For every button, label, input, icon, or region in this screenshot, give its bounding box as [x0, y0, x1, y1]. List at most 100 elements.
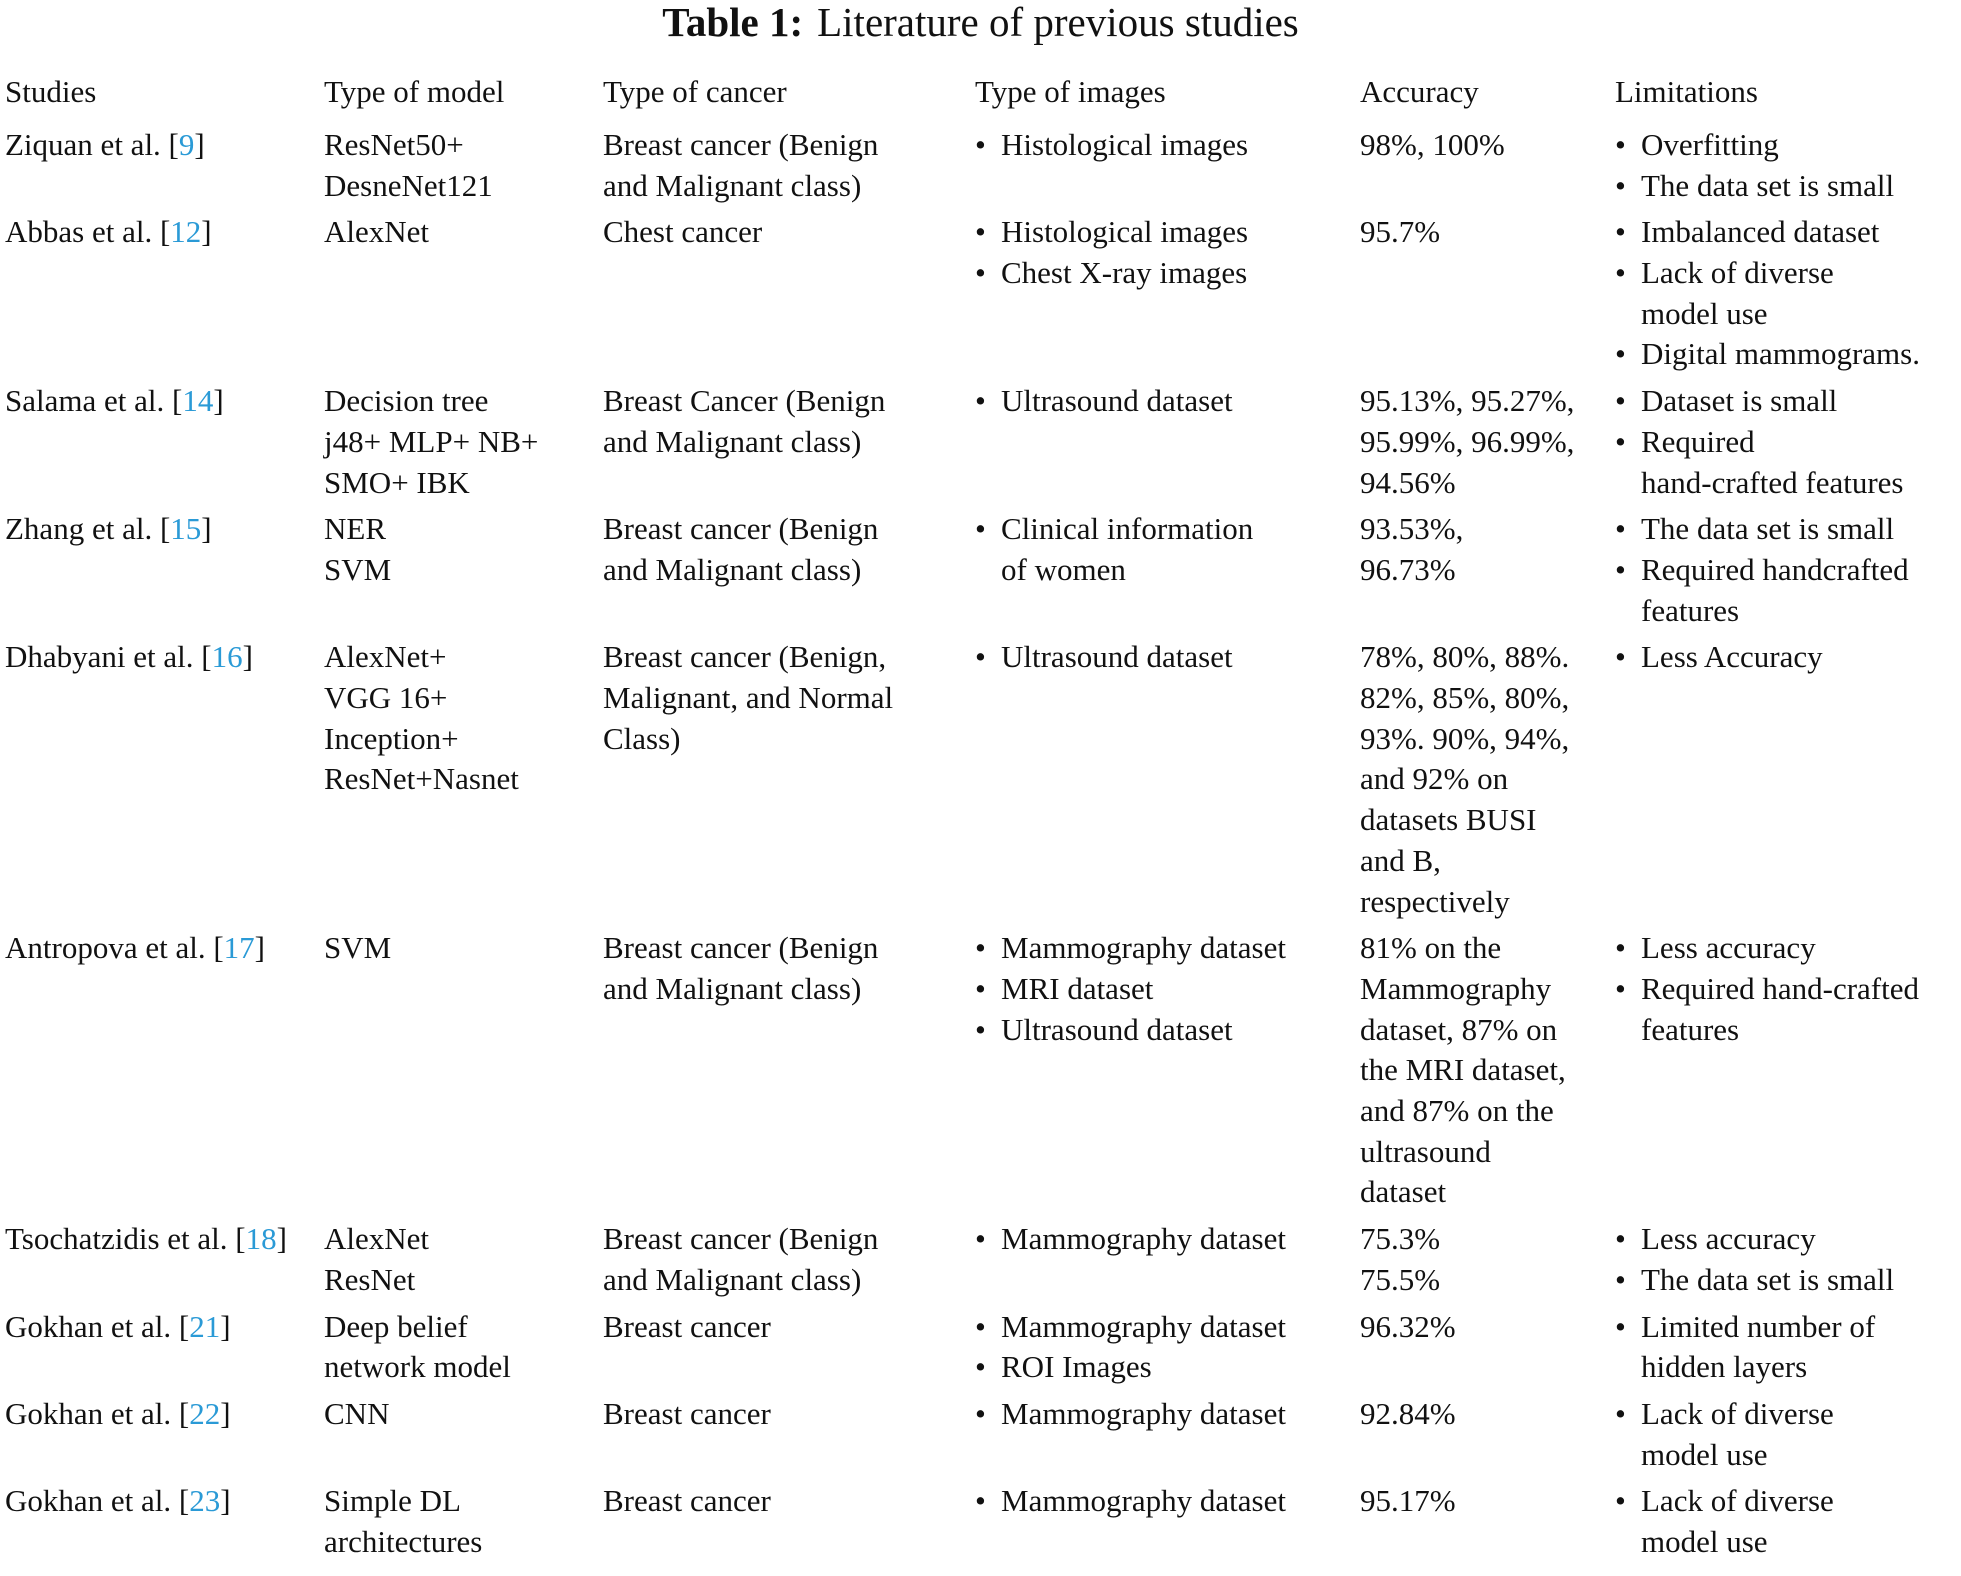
accuracy-line: Mammography [1360, 970, 1552, 1006]
study-name: Ziquan et al. [9] [5, 125, 205, 166]
table-cell: Breast Cancer (Benign and Malignant class… [603, 381, 885, 462]
table-cell: Dataset is smallRequiredhand-crafted fea… [1615, 381, 1903, 503]
table-cell: Breast cancer (Benign and Malignant class… [603, 509, 878, 590]
accuracy-line: and B, [1360, 842, 1441, 878]
study-text: ] [213, 383, 224, 419]
study-name: Dhabyani et al. [16] [5, 637, 253, 678]
accuracy-line: datasets BUSI [1360, 802, 1537, 838]
cancer-line: Breast cancer [603, 1308, 771, 1344]
study-text: ] [220, 1396, 231, 1431]
table-cell: Less accuracyThe data set is small [1615, 1219, 1894, 1300]
table-cell: Deep belief network model [324, 1307, 511, 1388]
accuracy-line: 95.13%, 95.27%, [1360, 383, 1575, 419]
model-line: Decision tree [324, 383, 489, 419]
table-cell: Abbas et al. [12] [5, 212, 212, 253]
bullet-item: Dataset is small [1615, 381, 1903, 422]
bullet-item: Histological images [975, 212, 1248, 253]
bullet-item: model use [1641, 295, 1768, 331]
bullet-item: Mammography dataset [975, 928, 1286, 969]
model-line: AlexNet [324, 214, 430, 250]
bullet-item: Less accuracy [1615, 1219, 1894, 1260]
cancer-line: Breast cancer (Benign [603, 511, 879, 547]
accuracy-line: 92.84% [1360, 1396, 1456, 1431]
header-cell: Limitations [1615, 74, 1758, 109]
bullet-item: The data set is small [1615, 1260, 1894, 1301]
study-text: ] [220, 1308, 231, 1344]
model-line: ResNet [324, 1261, 416, 1297]
cancer-line: Breast cancer [603, 1396, 771, 1431]
table-label: Table 1: [662, 0, 804, 45]
table-cell: 92.84% [1360, 1394, 1456, 1435]
citation-link: 14 [182, 383, 214, 419]
table-cell: AlexNet [324, 212, 429, 253]
table-cell: Breast cancer (Benign and Malignant class… [603, 1219, 878, 1300]
study-text: Zhang et al. [ [5, 511, 171, 547]
model-line: DesneNet121 [324, 167, 493, 203]
table-cell: ResNet50+ DesneNet121 [324, 125, 493, 206]
citation-link: 9 [178, 127, 195, 162]
table-cell: Tsochatzidis et al. [18] [5, 1219, 287, 1260]
accuracy-line: 96.73% [1360, 551, 1456, 587]
table-cell: 95.13%, 95.27%, 95.99%, 96.99%, 94.56% [1360, 381, 1574, 503]
table-cell: AlexNet ResNet [324, 1219, 429, 1300]
accuracy-line: 93.53%, [1360, 511, 1464, 547]
model-line: Deep belief [324, 1308, 468, 1344]
model-line: architectures [324, 1524, 483, 1560]
citation-link: 15 [170, 511, 202, 547]
cancer-line: Chest cancer [603, 214, 763, 250]
bullet-item: Mammography dataset [975, 1394, 1286, 1435]
study-text: ] [201, 511, 212, 547]
accuracy-line: 98%, 100% [1360, 127, 1505, 162]
model-line: network model [324, 1349, 511, 1385]
cancer-line: Breast cancer (Benign, [603, 639, 887, 675]
bullet-item: Ultrasound dataset [975, 637, 1233, 678]
bullet-item: Mammography dataset [975, 1219, 1286, 1260]
table-cell: Mammography dataset [975, 1394, 1286, 1435]
table-cell: 93.53%, 96.73% [1360, 509, 1463, 590]
cancer-line: and Malignant class) [603, 1261, 862, 1297]
table-cell: 98%, 100% [1360, 125, 1505, 166]
bullet-item: MRI dataset [975, 969, 1286, 1010]
cancer-line: Malignant, and Normal [603, 680, 894, 716]
table-cell: Antropova et al. [17] [5, 928, 265, 969]
study-text: Gokhan et al. [ [5, 1396, 190, 1431]
cancer-line: and Malignant class) [603, 423, 862, 459]
table-cell: The data set is smallRequired handcrafte… [1615, 509, 1909, 631]
study-text: ] [194, 127, 205, 162]
bullet-item: Required handcrafted [1615, 550, 1909, 591]
study-text: ] [254, 930, 265, 966]
table-cell: 96.32% [1360, 1307, 1456, 1348]
table-caption: Literature of previous studies [817, 0, 1299, 45]
study-name: Gokhan et al. [22] [5, 1394, 231, 1435]
accuracy-line: and 87% on the [1360, 1093, 1554, 1129]
table-cell: Mammography datasetMRI datasetUltrasound… [975, 928, 1286, 1050]
accuracy-line: 81% on the [1360, 930, 1502, 966]
model-line: Inception+ [324, 720, 459, 756]
citation-link: 12 [170, 214, 202, 250]
study-name: Abbas et al. [12] [5, 212, 212, 253]
accuracy-line: 96.32% [1360, 1308, 1456, 1344]
study-text: Antropova et al. [ [5, 930, 224, 966]
cancer-line: and Malignant class) [603, 970, 862, 1006]
table-cell: Histological images [975, 125, 1248, 166]
bullet-item: ROI Images [975, 1347, 1286, 1388]
bullet-item: Ultrasound dataset [975, 381, 1233, 422]
table-cell: Gokhan et al. [21] [5, 1307, 231, 1348]
table-cell: Ultrasound dataset [975, 637, 1233, 678]
bullet-item: model use [1641, 1524, 1768, 1560]
table-cell: Gokhan et al. [22] [5, 1394, 231, 1435]
bullet-item: Chest X-ray images [975, 253, 1248, 294]
table-cell: Breast cancer (Benign and Malignant class… [603, 125, 878, 206]
header-cell: Type of cancer [603, 74, 787, 109]
table-cell: Ultrasound dataset [975, 381, 1233, 422]
accuracy-line: 93%. 90%, 94%, [1360, 720, 1570, 756]
study-text: ] [201, 214, 212, 250]
model-line: NER [324, 511, 386, 547]
bullet-item: Limited number of [1615, 1307, 1875, 1348]
model-line: ResNet50+ [324, 127, 464, 162]
table-cell: NER SVM [324, 509, 391, 590]
